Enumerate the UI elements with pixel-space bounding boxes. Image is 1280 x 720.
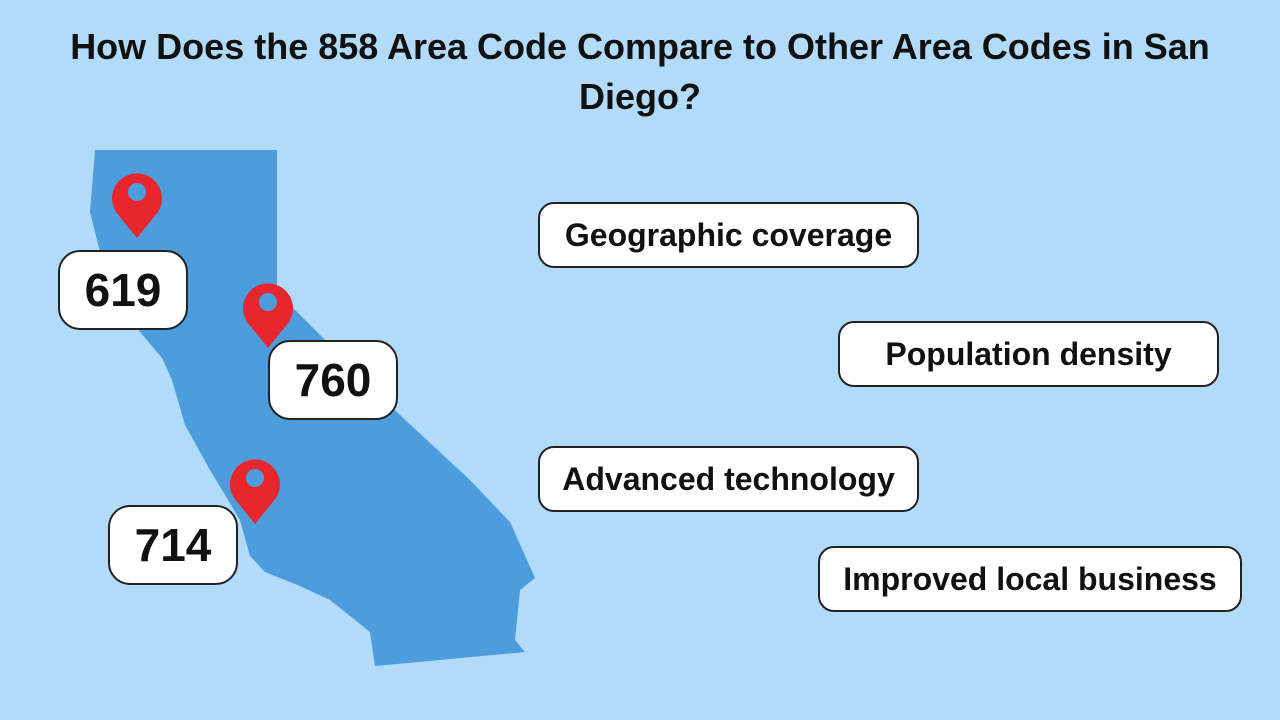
area-code-label: 714 <box>108 505 238 585</box>
area-code-label: 760 <box>268 340 398 420</box>
factor-label: Geographic coverage <box>538 202 919 268</box>
pin <box>111 173 162 238</box>
title: How Does the 858 Area Code Compare to Ot… <box>70 26 1210 117</box>
pin <box>230 459 280 524</box>
area-code-label: 619 <box>58 250 188 330</box>
factor-label: Advanced technology <box>538 446 919 512</box>
pin <box>242 283 293 348</box>
factor-label: Improved local business <box>818 546 1242 612</box>
factor-label: Population density <box>838 321 1219 387</box>
